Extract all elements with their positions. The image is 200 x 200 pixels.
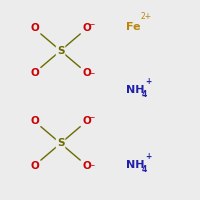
Text: −: − bbox=[88, 69, 94, 78]
Text: O: O bbox=[82, 161, 91, 171]
Text: O: O bbox=[30, 23, 39, 33]
Text: +: + bbox=[145, 152, 151, 161]
Text: O: O bbox=[30, 68, 39, 78]
Text: 2+: 2+ bbox=[140, 12, 152, 21]
Text: O: O bbox=[82, 68, 91, 78]
Text: Fe: Fe bbox=[126, 22, 140, 32]
Text: O: O bbox=[30, 161, 39, 171]
Text: 4: 4 bbox=[142, 90, 147, 99]
Text: O: O bbox=[30, 116, 39, 126]
Text: −: − bbox=[88, 162, 94, 171]
Text: S: S bbox=[57, 46, 64, 56]
Text: O: O bbox=[82, 116, 91, 126]
Text: O: O bbox=[82, 23, 91, 33]
Text: NH: NH bbox=[126, 160, 144, 170]
Text: +: + bbox=[145, 77, 151, 86]
Text: S: S bbox=[57, 138, 64, 148]
Text: NH: NH bbox=[126, 85, 144, 95]
Text: 4: 4 bbox=[142, 165, 147, 174]
Text: −: − bbox=[88, 113, 94, 122]
Text: −: − bbox=[88, 20, 94, 29]
